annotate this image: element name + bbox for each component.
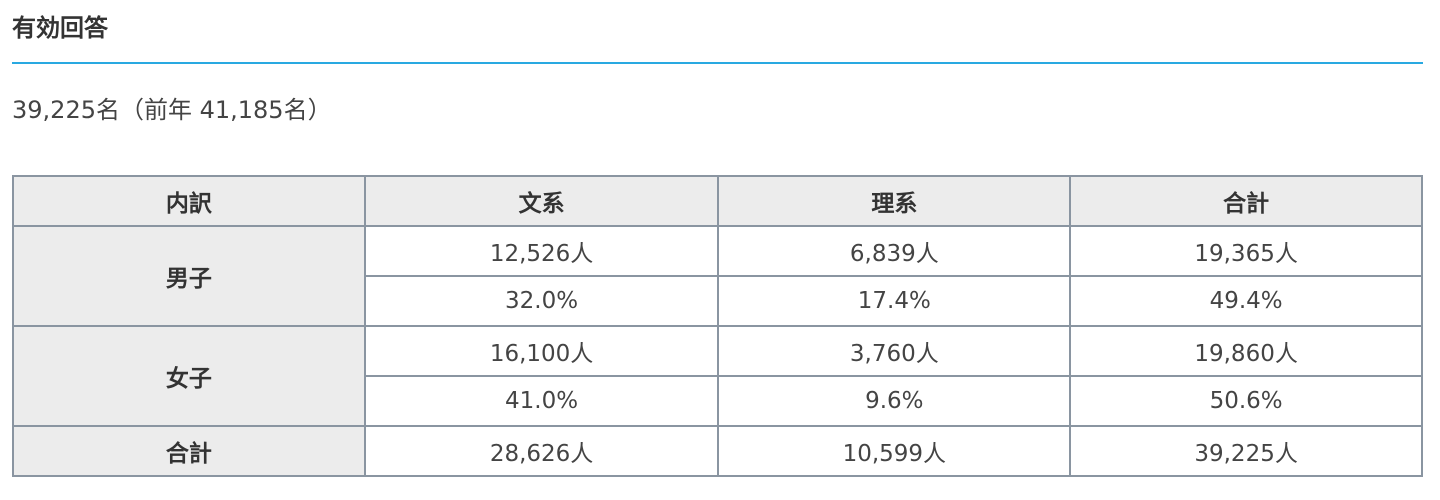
header-total: 合計 [1069,175,1423,227]
table-header-row: 内訳 文系 理系 合計 [12,175,1423,227]
table-row: 男子 12,526人 6,839人 19,365人 [12,225,1423,327]
row-label-male: 男子 [12,225,366,327]
table-row: 32.0% 17.4% 49.4% [13,275,1423,327]
header-humanities: 文系 [363,175,720,227]
row-label-total: 合計 [12,425,366,477]
cell: 41.0% [363,375,720,427]
cell: 9.6% [717,375,1072,427]
valid-responses-summary: 39,225名（前年 41,185名） [12,96,332,124]
cell: 12,526人 [363,225,720,277]
header-breakdown: 内訳 [12,175,366,227]
header-sciences: 理系 [717,175,1072,227]
cell: 6,839人 [717,225,1072,277]
cell: 19,860人 [1069,325,1423,377]
cell: 39,225人 [1069,425,1423,477]
cell: 19,365人 [1069,225,1423,277]
cell: 32.0% [363,275,720,327]
cell: 10,599人 [717,425,1072,477]
cell: 16,100人 [363,325,720,377]
heading-divider [12,62,1423,64]
cell: 49.4% [1069,275,1423,327]
responses-breakdown-table: 内訳 文系 理系 合計 男子 12,526人 6,839人 19,365人 32… [12,175,1423,477]
table-row: 女子 16,100人 3,760人 19,860人 [12,325,1423,427]
table-row: 41.0% 9.6% 50.6% [13,375,1423,427]
cell: 28,626人 [363,425,720,477]
row-label-female: 女子 [12,325,366,427]
cell: 50.6% [1069,375,1423,427]
table-total-row: 合計 28,626人 10,599人 39,225人 [12,425,1423,477]
cell: 3,760人 [717,325,1072,377]
section-heading: 有効回答 [12,14,108,42]
cell: 17.4% [717,275,1072,327]
